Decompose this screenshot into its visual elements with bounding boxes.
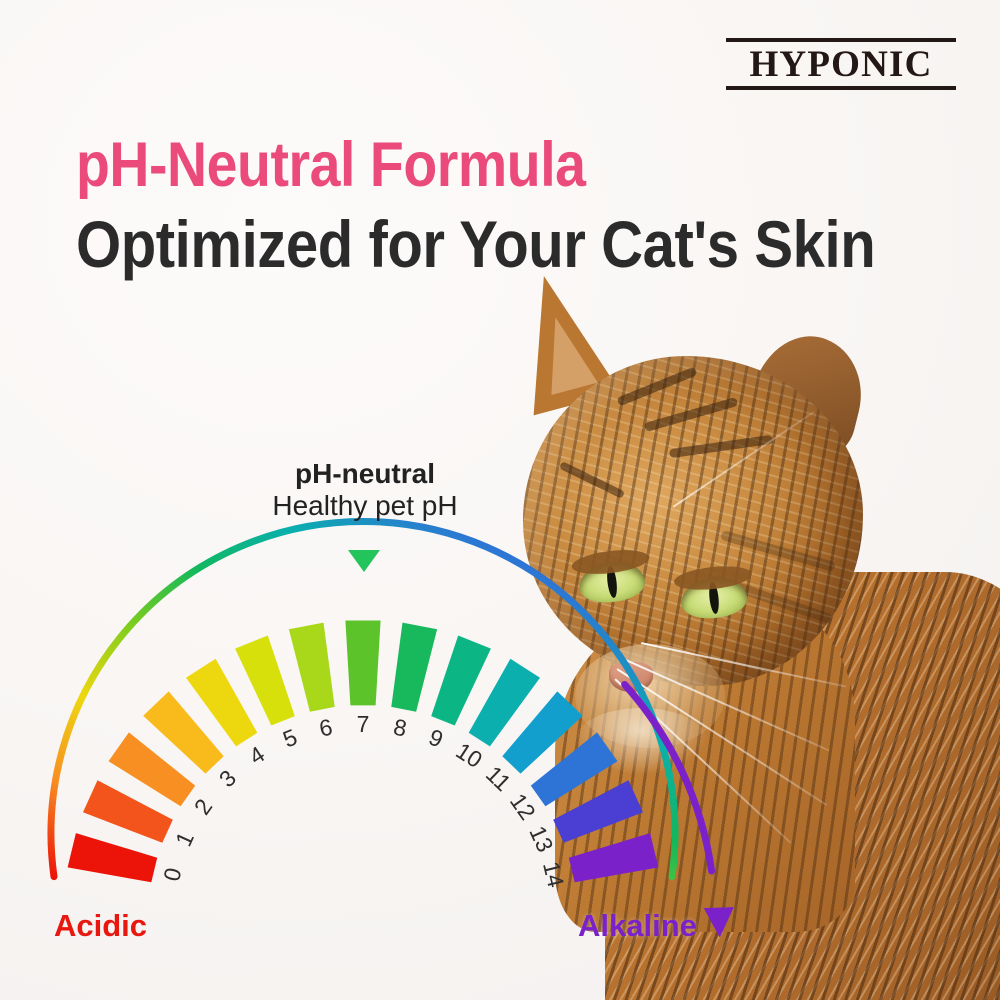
headline-line-2: Optimized for Your Cat's Skin	[76, 207, 876, 282]
ph-tick-13: 13	[524, 822, 558, 856]
logo-rule-bottom	[726, 86, 956, 91]
cat-stripe	[719, 529, 837, 573]
ph-tick-9: 9	[425, 724, 447, 753]
ph-tick-10: 10	[451, 737, 487, 773]
ph-segment-9	[431, 635, 491, 726]
ph-tick-2: 2	[189, 794, 218, 819]
ph-scale-gauge: 0 1 2 3 4 5 6 7 8 9 10 11 12 13 14	[0, 380, 734, 1000]
ph-segment-2	[108, 732, 196, 807]
ph-segment-13	[553, 780, 643, 843]
ph-neutral-title: pH-neutral	[295, 458, 435, 489]
ph-segments	[67, 620, 659, 883]
ph-segment-3	[143, 691, 224, 774]
ph-tick-0: 0	[158, 865, 186, 884]
brand-logo: HYPONIC	[726, 38, 956, 91]
ph-tick-5: 5	[279, 724, 301, 753]
ph-segment-10	[468, 658, 540, 747]
ph-neutral-subtitle: Healthy pet pH	[272, 490, 458, 522]
ph-tick-8: 8	[391, 714, 408, 742]
ph-segment-7	[345, 620, 381, 706]
page-title: pH-Neutral Formula Optimized for Your Ca…	[76, 133, 976, 279]
ph-segment-14	[568, 833, 659, 883]
ph-tick-11: 11	[481, 761, 516, 796]
logo-rule-top	[726, 38, 956, 42]
ph-tick-12: 12	[505, 789, 541, 825]
ph-segment-5	[235, 635, 295, 726]
ph-tick-6: 6	[317, 714, 334, 742]
ph-segment-1	[83, 780, 173, 843]
alkaline-arrow-head	[703, 907, 734, 938]
ph-tick-4: 4	[244, 741, 269, 770]
down-triangle-icon	[348, 550, 380, 572]
ph-segment-4	[186, 658, 258, 747]
ph-segment-0	[67, 833, 158, 883]
ph-tick-14: 14	[538, 859, 569, 890]
acidic-label: Acidic	[54, 908, 148, 943]
alkaline-label: Alkaline	[578, 908, 697, 943]
headline-line-1: pH-Neutral Formula	[76, 130, 586, 200]
brand-name: HYPONIC	[749, 44, 933, 85]
ph-segment-6	[288, 622, 335, 712]
ph-segment-12	[530, 732, 618, 807]
ph-neutral-callout: pH-neutral Healthy pet pH	[205, 458, 525, 522]
ph-segment-8	[391, 622, 438, 712]
ph-segment-11	[502, 691, 583, 774]
alkaline-arrow	[621, 681, 716, 875]
ph-tick-1: 1	[170, 828, 199, 850]
ph-tick-7: 7	[357, 711, 370, 737]
ph-tick-3: 3	[214, 765, 241, 793]
